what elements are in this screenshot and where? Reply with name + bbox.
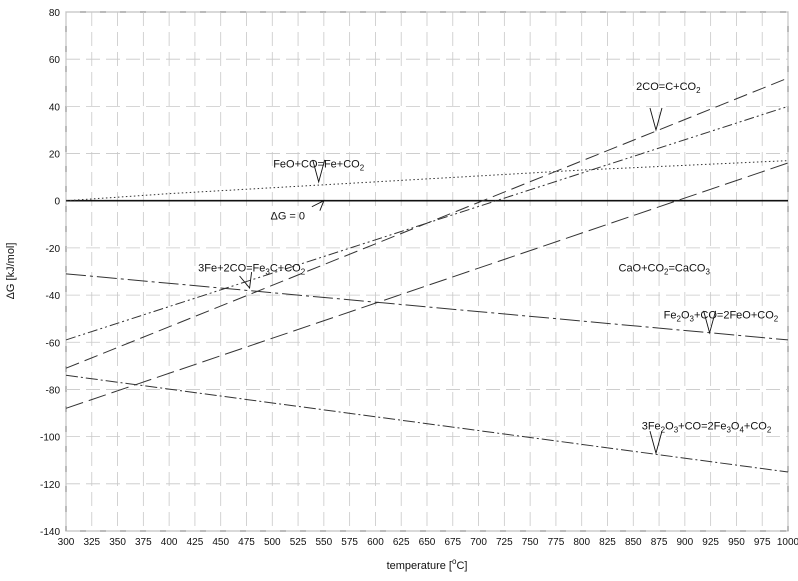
x-tick-label: 950 (728, 537, 745, 548)
arrow-ann-fe3c (239, 271, 253, 290)
y-tick-label: 40 (49, 102, 61, 113)
y-tick-label: -60 (46, 338, 61, 349)
y-tick-label: -80 (46, 385, 61, 396)
x-tick-label: 375 (135, 537, 152, 548)
y-tick-label: 20 (49, 150, 61, 161)
arrow-ann-3fe2o3 (649, 431, 663, 455)
x-axis-label: temperature [oC] (387, 557, 468, 572)
x-tick-label: 600 (367, 537, 384, 548)
x-axis-label-sup: o (452, 557, 457, 566)
y-tick-label: 80 (49, 8, 61, 19)
y-tick-label: 0 (54, 197, 60, 208)
x-tick-label: 650 (419, 537, 436, 548)
annotation-ann-dg0: ΔG = 0 (270, 211, 305, 223)
x-tick-label: 750 (522, 537, 539, 548)
x-tick-label: 575 (341, 537, 358, 548)
x-tick-label: 850 (625, 537, 642, 548)
x-tick-label: 925 (702, 537, 719, 548)
x-tick-label: 800 (573, 537, 590, 548)
tick-labels: 300 325 350 375 400 425 450 475 500 525 550 575 600 6… (40, 8, 798, 548)
x-tick-label: 700 (470, 537, 487, 548)
series-group (65, 77, 789, 473)
annotation-ann-3fe2o3: 3Fe2​O3​+CO=2Fe3​O4​+CO2​ (642, 421, 772, 435)
x-tick-label: 475 (238, 537, 255, 548)
annotation-ann-fe2o3: Fe2​O3​+CO=2FeO+CO2​ (664, 310, 779, 324)
x-tick-label: 350 (109, 537, 126, 548)
x-tick-label: 775 (548, 537, 565, 548)
y-tick-label: -120 (40, 480, 60, 491)
x-tick-label: 675 (444, 537, 461, 548)
series-line-s-2co (65, 77, 789, 369)
arrow-ann-dg0 (311, 199, 325, 211)
x-tick-label: 400 (161, 537, 178, 548)
annotation-ann-fe3c: 3Fe+2CO=Fe3​C+CO2​ (198, 263, 306, 277)
x-tick-label: 425 (187, 537, 204, 548)
x-tick-label: 450 (212, 537, 229, 548)
x-tick-label: 1000 (777, 537, 798, 548)
y-tick-label: 60 (49, 55, 61, 66)
annotations: 2CO=C+CO2​ FeO+CO=Fe+CO2​ ΔG = 0 3Fe+2CO=Fe… (198, 81, 779, 455)
y-axis-label: ΔG [kJ/mol] (5, 243, 17, 300)
x-tick-label: 725 (496, 537, 513, 548)
arrow-ann-feo (312, 159, 326, 184)
x-tick-label: 875 (651, 537, 668, 548)
y-tick-label: -100 (40, 433, 60, 444)
x-tick-label: 550 (316, 537, 333, 548)
x-tick-label: 325 (83, 537, 100, 548)
x-axis-label-tail: C] (456, 560, 467, 572)
series-line-s-3fe2o3 (65, 374, 789, 473)
x-axis-label-base: temperature [ (387, 560, 452, 572)
x-tick-label: 525 (290, 537, 307, 548)
series-line-s-cao (65, 162, 789, 409)
x-tick-label: 900 (677, 537, 694, 548)
series-line-s-fe2o3 (65, 273, 789, 341)
annotation-ann-2co: 2CO=C+CO2​ (636, 81, 701, 95)
grid (65, 11, 789, 532)
arrow-ann-2co (649, 107, 663, 132)
y-tick-label: -20 (46, 244, 61, 255)
x-tick-label: 625 (393, 537, 410, 548)
x-tick-label: 825 (599, 537, 616, 548)
series-line-s-feo (65, 160, 789, 202)
annotation-ann-feo: FeO+CO=Fe+CO2​ (273, 159, 365, 173)
y-tick-label: -40 (46, 291, 61, 302)
annotation-ann-cao: CaO+CO2​=CaCO3​ (619, 263, 711, 277)
x-tick-label: 500 (264, 537, 281, 548)
arrow-ann-fe2o3 (703, 310, 717, 335)
x-tick-label: 975 (754, 537, 771, 548)
x-tick-label: 300 (58, 537, 75, 548)
y-tick-label: -140 (40, 527, 60, 538)
